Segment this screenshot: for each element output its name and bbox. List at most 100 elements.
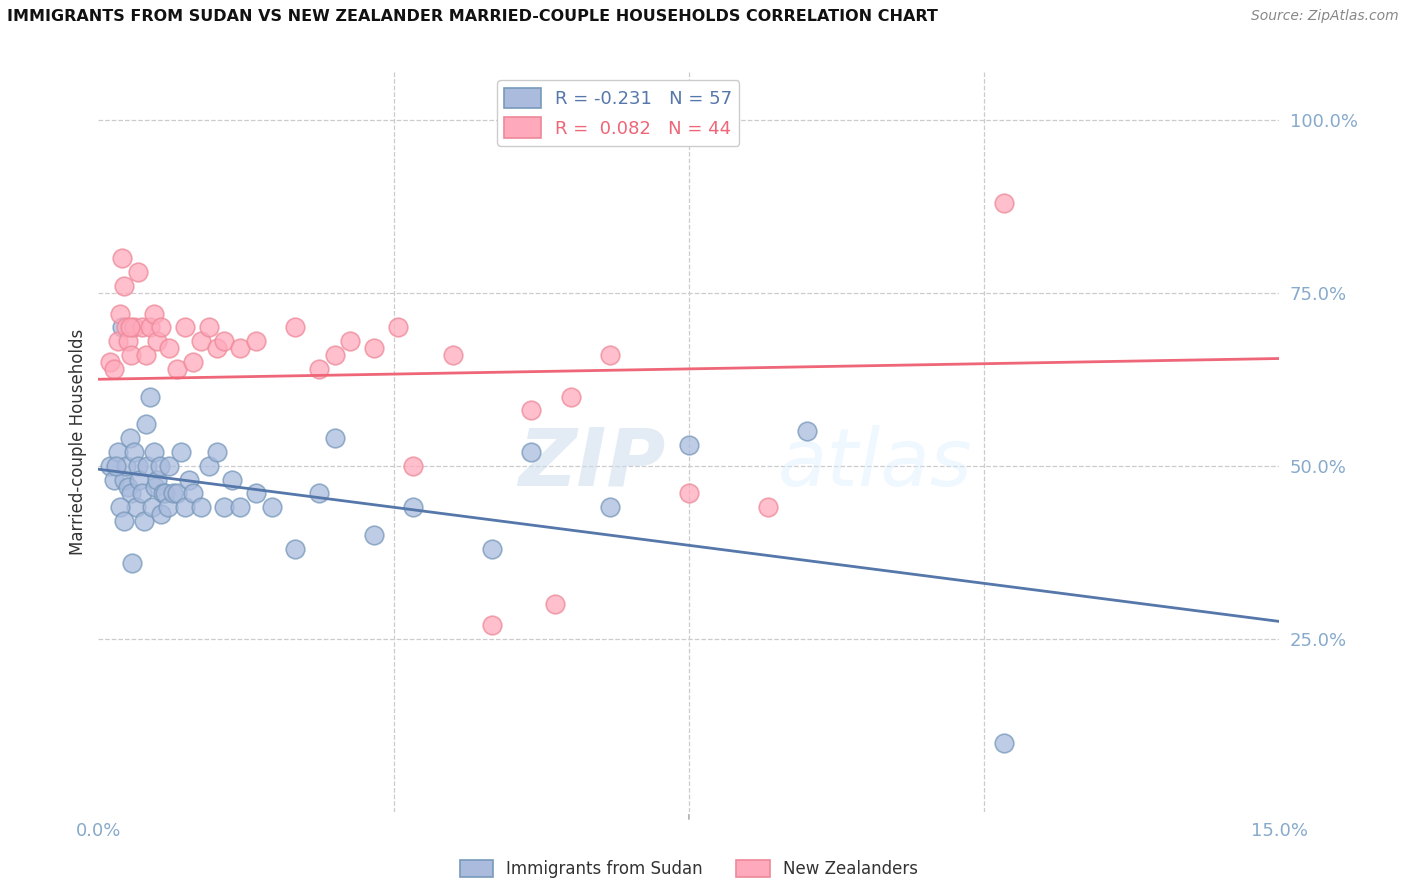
Point <box>142 306 165 320</box>
Point <box>544 597 567 611</box>
Point <box>112 514 135 528</box>
Point <box>135 417 157 432</box>
Point <box>127 265 149 279</box>
Point <box>152 486 174 500</box>
Point <box>214 500 236 515</box>
Point <box>127 458 149 473</box>
Text: Source: ZipAtlas.com: Source: ZipAtlas.com <box>1251 9 1399 23</box>
Point <box>323 348 346 362</box>
Point <box>481 618 503 632</box>
Point <box>387 320 409 334</box>
Point <box>260 500 283 515</box>
Text: ZIP: ZIP <box>517 425 665 503</box>
Point <box>138 390 160 404</box>
Point <box>166 362 188 376</box>
Point <box>174 320 197 334</box>
Point <box>197 320 219 334</box>
Point <box>756 500 779 515</box>
Point <box>197 458 219 473</box>
Point <box>284 320 307 334</box>
Y-axis label: Married-couple Households: Married-couple Households <box>69 328 87 555</box>
Point <box>481 541 503 556</box>
Point <box>181 486 204 500</box>
Point <box>128 473 150 487</box>
Point <box>110 306 132 320</box>
Point <box>146 334 169 349</box>
Point <box>149 458 172 473</box>
Point <box>150 507 173 521</box>
Point <box>157 458 180 473</box>
Point <box>131 320 153 334</box>
Point <box>678 438 700 452</box>
Point <box>107 445 129 459</box>
Point <box>150 320 173 334</box>
Point <box>229 500 252 515</box>
Point <box>221 473 243 487</box>
Point <box>135 348 157 362</box>
Point <box>162 486 184 500</box>
Point <box>111 251 134 265</box>
Point <box>121 556 143 570</box>
Point <box>245 486 267 500</box>
Point <box>122 320 145 334</box>
Point <box>599 348 621 362</box>
Point <box>115 320 138 334</box>
Point <box>170 445 193 459</box>
Point <box>166 486 188 500</box>
Point <box>174 500 197 515</box>
Point <box>103 362 125 376</box>
Point <box>122 445 145 459</box>
Point <box>143 479 166 493</box>
Point <box>121 486 143 500</box>
Point <box>560 390 582 404</box>
Point <box>441 348 464 362</box>
Point <box>363 341 385 355</box>
Point <box>141 500 163 515</box>
Point <box>115 458 138 473</box>
Point <box>308 486 330 500</box>
Point <box>107 334 129 349</box>
Point <box>103 473 125 487</box>
Point <box>402 500 425 515</box>
Point <box>118 320 141 334</box>
Point <box>146 473 169 487</box>
Point <box>229 341 252 355</box>
Point <box>131 486 153 500</box>
Point <box>177 473 200 487</box>
Legend: Immigrants from Sudan, New Zealanders: Immigrants from Sudan, New Zealanders <box>453 854 925 885</box>
Point <box>155 486 177 500</box>
Point <box>142 445 165 459</box>
Point <box>104 458 127 473</box>
Text: atlas: atlas <box>778 425 973 503</box>
Point <box>157 341 180 355</box>
Point <box>117 479 139 493</box>
Point <box>110 500 132 515</box>
Point <box>98 458 121 473</box>
Text: IMMIGRANTS FROM SUDAN VS NEW ZEALANDER MARRIED-COUPLE HOUSEHOLDS CORRELATION CHA: IMMIGRANTS FROM SUDAN VS NEW ZEALANDER M… <box>7 9 938 24</box>
Point <box>125 500 148 515</box>
Point <box>993 735 1015 749</box>
Point <box>520 403 543 417</box>
Point <box>796 424 818 438</box>
Point <box>181 355 204 369</box>
Point <box>308 362 330 376</box>
Point <box>136 458 159 473</box>
Point <box>520 445 543 459</box>
Point <box>339 334 361 349</box>
Point <box>190 500 212 515</box>
Point <box>323 431 346 445</box>
Point <box>156 500 179 515</box>
Point <box>111 320 134 334</box>
Point <box>121 348 143 362</box>
Point <box>363 528 385 542</box>
Point <box>599 500 621 515</box>
Point <box>112 278 135 293</box>
Point <box>118 431 141 445</box>
Point <box>245 334 267 349</box>
Point <box>214 334 236 349</box>
Point <box>402 458 425 473</box>
Point <box>132 514 155 528</box>
Point <box>138 320 160 334</box>
Point <box>98 355 121 369</box>
Point <box>205 341 228 355</box>
